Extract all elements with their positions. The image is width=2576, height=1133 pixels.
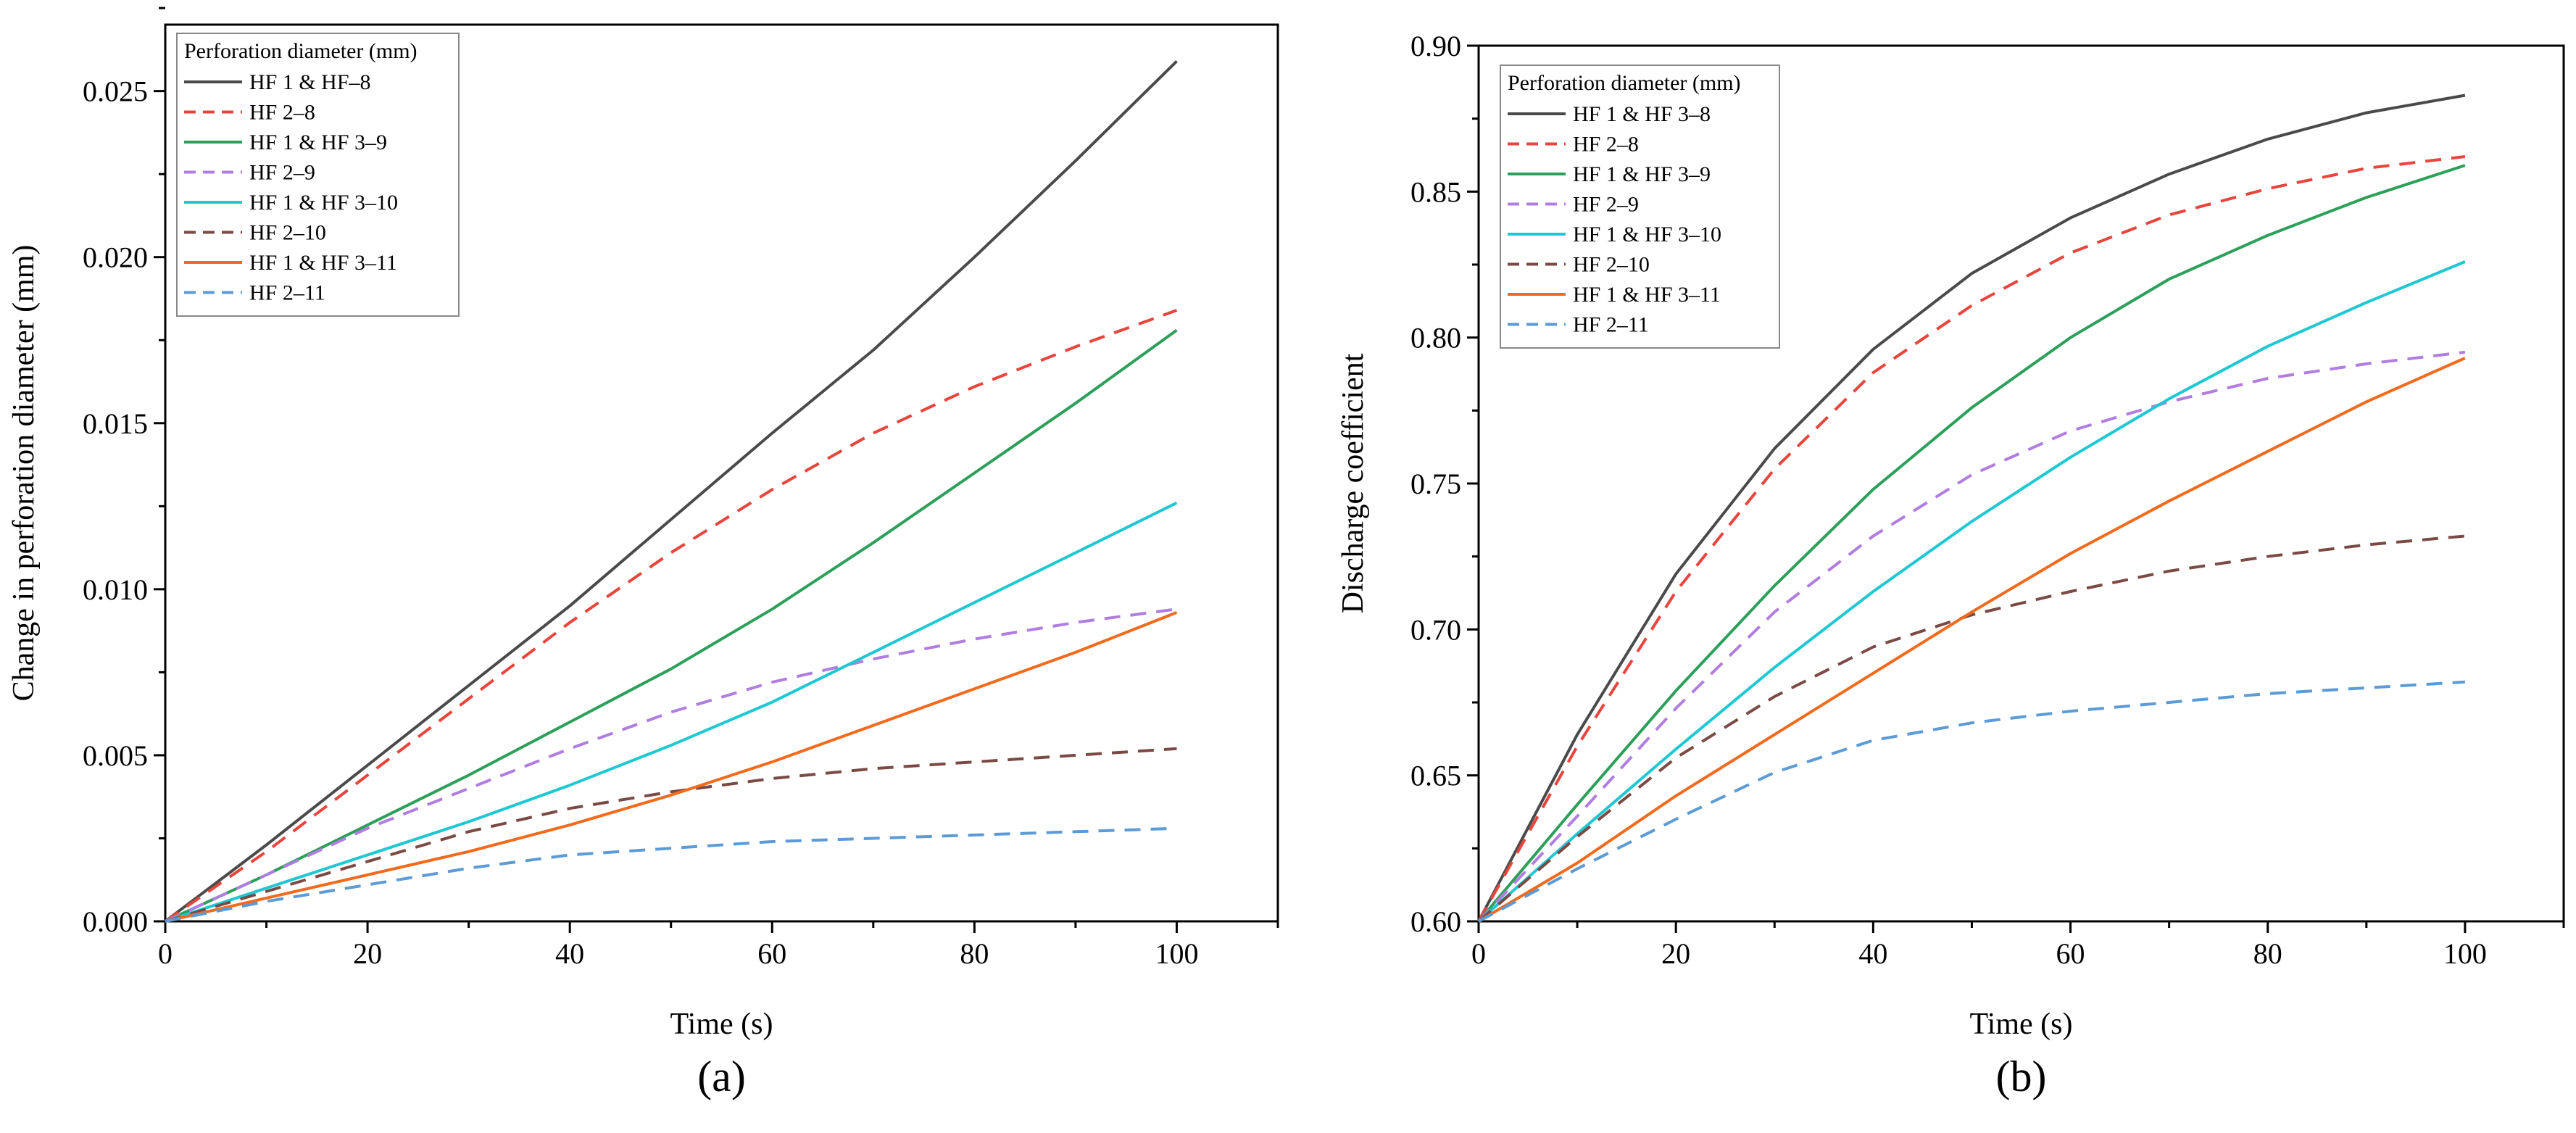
- legend-entry: HF 2–10: [1573, 253, 1650, 277]
- legend-entry: HF 1 & HF–8: [249, 70, 371, 94]
- y-tick-label: 0.010: [83, 573, 148, 606]
- x-tick-label: 100: [1155, 937, 1198, 970]
- legend-entry: HF 2–8: [1573, 133, 1639, 157]
- y-tick-label: 0.005: [83, 739, 148, 772]
- y-tick-label: 0.025: [83, 75, 148, 108]
- legend: Perforation diameter (mm) HF 1 & HF 3–8 HF…: [1500, 65, 1780, 349]
- x-tick-label: 40: [1858, 937, 1887, 970]
- y-tick-label: 0.015: [83, 407, 148, 440]
- legend-entry: HF 1 & HF 3–11: [1573, 283, 1721, 307]
- y-tick-label: 0.65: [1410, 760, 1461, 792]
- legend-entry: HF 2–8: [249, 101, 315, 125]
- legend-title: Perforation diameter (mm): [1508, 71, 1741, 95]
- series-line: [165, 826, 1177, 923]
- series-line: [165, 328, 1178, 923]
- legend-entry: HF 1 & HF 3–11: [249, 251, 397, 275]
- legend-entry: HF 1 & HF 3–8: [1573, 102, 1711, 126]
- series-line: [1477, 350, 2466, 923]
- series-line: [1477, 534, 2466, 923]
- series-line: [164, 59, 1178, 923]
- x-tick-label: 80: [960, 937, 989, 970]
- legend-entry: HF 2–9: [1573, 193, 1639, 217]
- x-tick-label: 80: [2253, 937, 2282, 970]
- y-tick-label: 0.75: [1410, 468, 1461, 500]
- x-tick-label: 60: [757, 937, 786, 970]
- y-axis-title: Change in perforation diameter (mm): [7, 245, 41, 702]
- plot-frame: [164, 23, 1279, 923]
- y-tick-label: 0.000: [83, 905, 148, 938]
- series-line: [1477, 155, 2466, 922]
- series-line: [1477, 357, 2466, 923]
- legend-entry: HF 1 & HF 3–9: [1573, 162, 1711, 186]
- legend-entry: HF 1 & HF 3–10: [249, 191, 398, 215]
- x-axis-title: Time (s): [670, 1008, 773, 1041]
- series-line: [165, 607, 1177, 923]
- legend: Perforation diameter (mm) HF 1 & HF–8 HF 2…: [176, 33, 460, 317]
- x-axis-title: Time (s): [1970, 1008, 2073, 1041]
- x-tick-label: 20: [1661, 937, 1690, 970]
- series-line: [165, 747, 1177, 923]
- panel-label: (b): [1996, 1053, 2047, 1100]
- chart-panel-b: 0 20 40 60 80 100 0.60 0.65 0.70 0.75 0.80 0.85 0.90…: [1337, 30, 2565, 1100]
- series-line: [165, 611, 1178, 923]
- legend-entry: HF 1 & HF 3–9: [249, 130, 387, 154]
- y-tick-label: 0.80: [1410, 322, 1461, 354]
- x-tick-label: 0: [158, 937, 173, 970]
- series-line: [1478, 680, 2466, 923]
- series-line: [1477, 164, 2466, 923]
- x-tick-label: 60: [2056, 937, 2085, 970]
- legend-entry: HF 2–10: [249, 221, 326, 245]
- series-line: [1477, 260, 2466, 923]
- legend-entry: HF 2–11: [249, 281, 325, 305]
- y-tick-label: 0.70: [1410, 613, 1461, 646]
- legend-entry: HF 2–9: [249, 161, 315, 185]
- y-tick-label: 0.90: [1410, 30, 1461, 62]
- x-tick-label: 100: [2443, 937, 2487, 970]
- legend-entry: HF 2–11: [1573, 313, 1649, 337]
- panel-label: (a): [697, 1053, 746, 1100]
- x-tick-label: 40: [555, 937, 584, 970]
- series-line: [1477, 94, 2466, 922]
- y-tick-label: 0.85: [1410, 175, 1461, 208]
- legend-entry: HF 1 & HF 3–10: [1573, 223, 1721, 246]
- x-tick-label: 0: [1471, 937, 1486, 970]
- y-tick-label: 0.020: [83, 241, 148, 274]
- legend-title: Perforation diameter (mm): [184, 39, 417, 63]
- y-axis-title: Discharge coefficient: [1337, 353, 1370, 613]
- chart-panel-a: 0 20 40 60 80 100 0.000 0.005 0.010 0.015 0.020 0.0…: [7, 7, 1279, 1100]
- series-line: [165, 501, 1178, 923]
- x-tick-label: 20: [353, 937, 382, 970]
- series-line: [164, 309, 1178, 923]
- y-tick-label: 0.60: [1410, 905, 1461, 938]
